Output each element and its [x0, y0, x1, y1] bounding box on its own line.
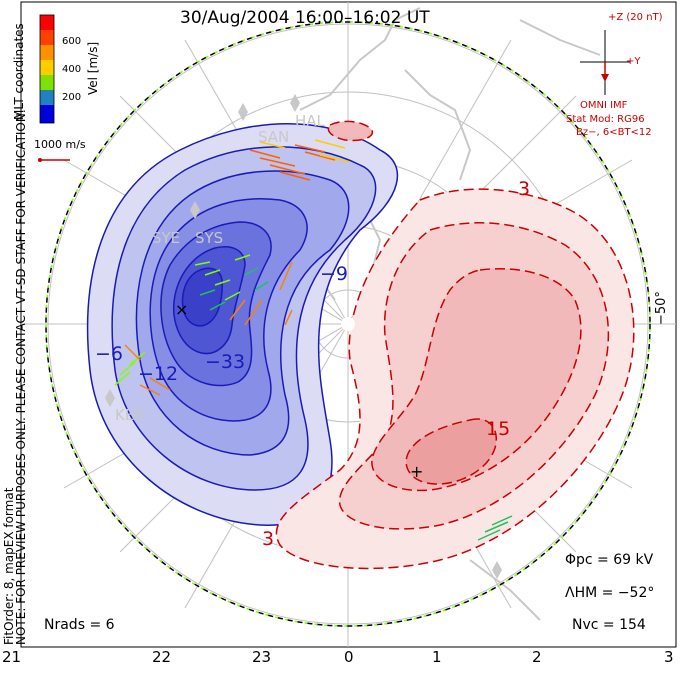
site-label-sys: SYS — [195, 229, 223, 247]
imf-source-label: OMNI IMF — [580, 100, 628, 111]
scale-label: 1000 m/s — [34, 138, 86, 151]
model-line-2: Bz−, 6<BT<12 — [576, 127, 652, 138]
contour-label-blue-1: −9 — [320, 263, 348, 285]
mlt-tick-1: 1 — [432, 648, 442, 666]
site-label-hal: HAL — [295, 112, 326, 130]
preview-note: NOTE: FOR PREVIEW PURPOSES ONLY. PLEASE … — [14, 109, 28, 645]
hm-boundary-latitude: ΛHM = −52° — [565, 585, 655, 601]
model-line-1: Stat Mod: RG96 — [566, 114, 645, 125]
coordinates-label: MLT coordinates — [12, 23, 26, 120]
mlt-tick-22: 22 — [152, 648, 172, 666]
site-marker-hal — [290, 94, 300, 112]
velocity-colorbar — [39, 14, 55, 124]
radar-sites — [105, 94, 502, 579]
positive-potential-cell — [275, 120, 635, 570]
contour-label-blue-4: −12 — [138, 363, 178, 385]
colorbar-tick-200: 200 — [62, 92, 82, 103]
site-marker-extra — [492, 561, 502, 579]
site-marker-san — [238, 103, 248, 121]
imf-right-label: +Y — [626, 56, 641, 67]
colorbar-label: Vel [m/s] — [86, 41, 100, 95]
mlt-tick-3: 3 — [664, 648, 674, 666]
site-label-san: SAN — [258, 128, 289, 146]
colorbar-tick-400: 400 — [62, 64, 82, 75]
vector-count: Nvc = 154 — [572, 617, 646, 633]
boundary-circle-green — [45, 21, 651, 627]
site-marker-ker — [105, 389, 115, 407]
site-marker-sye — [190, 201, 200, 219]
cross-polar-potential: Φpc = 69 kV — [565, 552, 654, 568]
mlt-tick-21: 21 — [2, 648, 22, 666]
contour-label-red-1: 3 — [518, 178, 530, 200]
mlt-tick-2: 2 — [532, 648, 542, 666]
site-label-ker: KER — [115, 406, 145, 424]
imf-top-label: +Z (20 nT) — [608, 12, 663, 23]
pole-marker — [341, 317, 355, 331]
colorbar-tick-600: 600 — [62, 36, 82, 47]
mlt-tick-23: 23 — [252, 648, 272, 666]
potential-maximum-marker: + — [410, 462, 423, 481]
contour-label-red-3: 3 — [262, 528, 274, 550]
negative-potential-cell — [86, 123, 399, 526]
contour-label-blue-3: −33 — [205, 351, 245, 373]
velocity-vectors — [114, 139, 513, 541]
imf-dial — [580, 30, 630, 95]
radar-count: Nrads = 6 — [44, 617, 115, 633]
map-title: 30/Aug/2004 16:00–16:02 UT — [180, 8, 430, 28]
latitude-label: −50° — [654, 291, 669, 325]
contour-label-blue-2: −6 — [95, 343, 123, 365]
mlt-tick-0: 0 — [344, 648, 354, 666]
potential-minimum-marker: × — [175, 300, 188, 319]
site-label-sye: SYE — [152, 229, 180, 247]
contour-label-red-2: 15 — [486, 418, 510, 440]
